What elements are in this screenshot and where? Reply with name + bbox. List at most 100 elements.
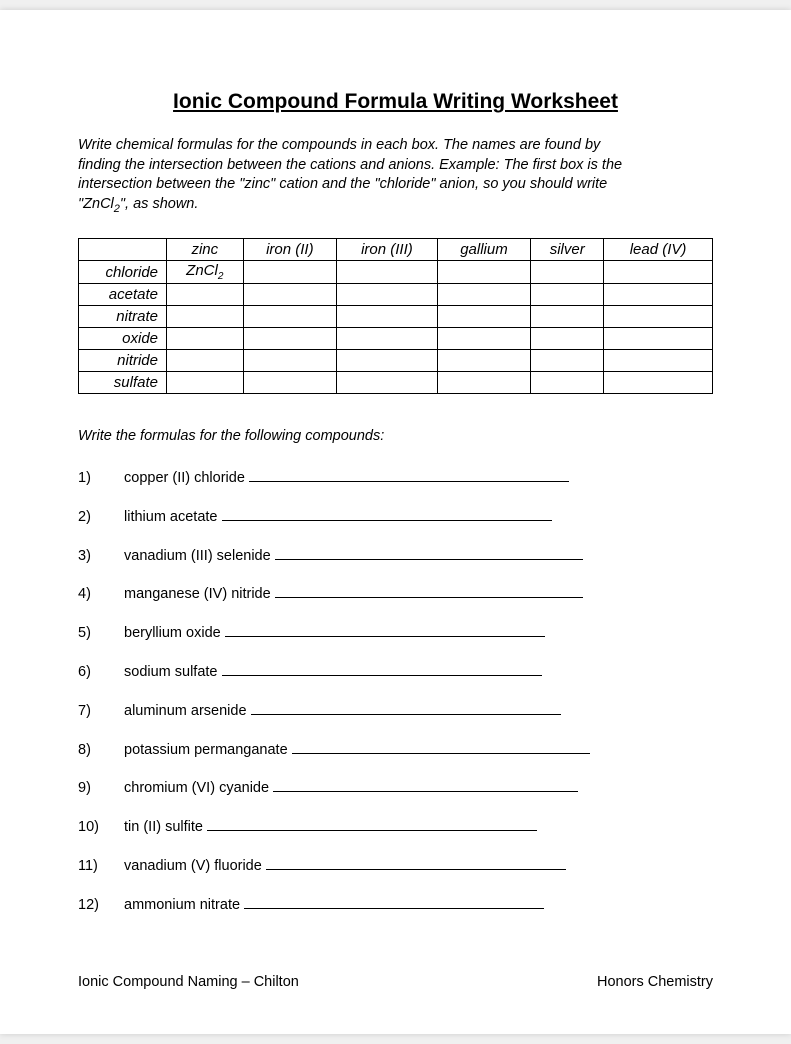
question-row: 4)manganese (IV) nitride [78, 585, 713, 603]
question-text: manganese (IV) nitride [124, 586, 271, 602]
col-iron-ii: iron (II) [243, 239, 337, 261]
answer-blank[interactable] [275, 546, 583, 560]
cell-nitrate-zinc[interactable] [167, 306, 244, 328]
question-text: vanadium (V) fluoride [124, 858, 262, 874]
row-nitride: nitride [79, 350, 167, 372]
question-number: 10) [78, 819, 124, 835]
cell-nitride-zinc[interactable] [167, 350, 244, 372]
instr-line4b: ", as shown. [120, 196, 199, 212]
cell-chloride-lead-iv[interactable] [604, 261, 713, 284]
cell-acetate-silver[interactable] [531, 284, 604, 306]
col-iron-iii: iron (III) [337, 239, 438, 261]
cell-nitrate-iron-iii[interactable] [337, 306, 438, 328]
cell-acetate-lead-iv[interactable] [604, 284, 713, 306]
cell-nitrate-lead-iv[interactable] [604, 306, 713, 328]
instr-line3: intersection between the "zinc" cation a… [78, 176, 607, 192]
cell-nitride-silver[interactable] [531, 350, 604, 372]
table-row: nitrate [79, 306, 713, 328]
question-text: ammonium nitrate [124, 897, 240, 913]
cell-oxide-silver[interactable] [531, 328, 604, 350]
question-text: potassium permanganate [124, 742, 288, 758]
cell-oxide-lead-iv[interactable] [604, 328, 713, 350]
question-number: 12) [78, 897, 124, 913]
question-row: 9)chromium (VI) cyanide [78, 779, 713, 797]
answer-blank[interactable] [249, 468, 569, 482]
question-row: 10)tin (II) sulfite [78, 817, 713, 835]
answer-blank[interactable] [292, 740, 590, 754]
cell-nitrate-silver[interactable] [531, 306, 604, 328]
cell-nitride-iron-ii[interactable] [243, 350, 337, 372]
answer-blank[interactable] [251, 701, 561, 715]
cell-acetate-iron-iii[interactable] [337, 284, 438, 306]
table-row: acetate [79, 284, 713, 306]
question-number: 1) [78, 470, 124, 486]
cell-sulfate-iron-iii[interactable] [337, 372, 438, 394]
answer-blank[interactable] [273, 779, 578, 793]
question-text: aluminum arsenide [124, 703, 247, 719]
table-header-row: zinc iron (II) iron (III) gallium silver… [79, 239, 713, 261]
cell-chloride-iron-ii[interactable] [243, 261, 337, 284]
answer-blank[interactable] [222, 662, 542, 676]
page-title: Ionic Compound Formula Writing Worksheet [78, 90, 713, 114]
cell-nitride-lead-iv[interactable] [604, 350, 713, 372]
answer-blank[interactable] [275, 585, 583, 599]
question-number: 5) [78, 625, 124, 641]
cell-nitrate-gallium[interactable] [437, 306, 531, 328]
cell-nitride-iron-iii[interactable] [337, 350, 438, 372]
cell-sulfate-gallium[interactable] [437, 372, 531, 394]
question-row: 5)beryllium oxide [78, 623, 713, 641]
row-chloride: chloride [79, 261, 167, 284]
answer-blank[interactable] [244, 895, 544, 909]
cell-oxide-gallium[interactable] [437, 328, 531, 350]
answer-blank[interactable] [222, 507, 552, 521]
instr-line1: Write chemical formulas for the compound… [78, 137, 600, 153]
corner-cell [79, 239, 167, 261]
footer-right: Honors Chemistry [597, 974, 713, 990]
cell-chloride-iron-iii[interactable] [337, 261, 438, 284]
question-number: 9) [78, 780, 124, 796]
question-row: 1)copper (II) chloride [78, 468, 713, 486]
table-row: oxide [79, 328, 713, 350]
cell-sulfate-zinc[interactable] [167, 372, 244, 394]
col-zinc: zinc [167, 239, 244, 261]
cell-oxide-iron-iii[interactable] [337, 328, 438, 350]
question-number: 3) [78, 548, 124, 564]
page-footer: Ionic Compound Naming – Chilton Honors C… [78, 974, 713, 990]
question-text: tin (II) sulfite [124, 819, 203, 835]
question-row: 6)sodium sulfate [78, 662, 713, 680]
question-number: 6) [78, 664, 124, 680]
cell-nitrate-iron-ii[interactable] [243, 306, 337, 328]
cell-chloride-silver[interactable] [531, 261, 604, 284]
question-row: 8)potassium permanganate [78, 740, 713, 758]
instr-line4a: "ZnCl [78, 196, 114, 212]
cell-sulfate-silver[interactable] [531, 372, 604, 394]
cell-sulfate-iron-ii[interactable] [243, 372, 337, 394]
row-sulfate: sulfate [79, 372, 167, 394]
cell-nitride-gallium[interactable] [437, 350, 531, 372]
answer-blank[interactable] [266, 856, 566, 870]
cell-oxide-iron-ii[interactable] [243, 328, 337, 350]
cell-acetate-iron-ii[interactable] [243, 284, 337, 306]
col-silver: silver [531, 239, 604, 261]
question-number: 8) [78, 742, 124, 758]
instructions-text: Write chemical formulas for the compound… [78, 136, 713, 216]
answer-blank[interactable] [207, 817, 537, 831]
table-row: nitride [79, 350, 713, 372]
answer-blank[interactable] [225, 623, 545, 637]
question-row: 12)ammonium nitrate [78, 895, 713, 913]
cell-chloride-zinc[interactable]: ZnCl2 [167, 261, 244, 284]
question-number: 11) [78, 858, 124, 874]
question-text: lithium acetate [124, 509, 218, 525]
cell-acetate-zinc[interactable] [167, 284, 244, 306]
cell-sulfate-lead-iv[interactable] [604, 372, 713, 394]
cell-acetate-gallium[interactable] [437, 284, 531, 306]
cell-chloride-gallium[interactable] [437, 261, 531, 284]
cell-oxide-zinc[interactable] [167, 328, 244, 350]
question-text: chromium (VI) cyanide [124, 780, 269, 796]
table-row: chloride ZnCl2 [79, 261, 713, 284]
question-text: copper (II) chloride [124, 470, 245, 486]
question-row: 3)vanadium (III) selenide [78, 546, 713, 564]
question-list: 1)copper (II) chloride 2)lithium acetate… [78, 468, 713, 912]
question-number: 2) [78, 509, 124, 525]
question-text: beryllium oxide [124, 625, 221, 641]
